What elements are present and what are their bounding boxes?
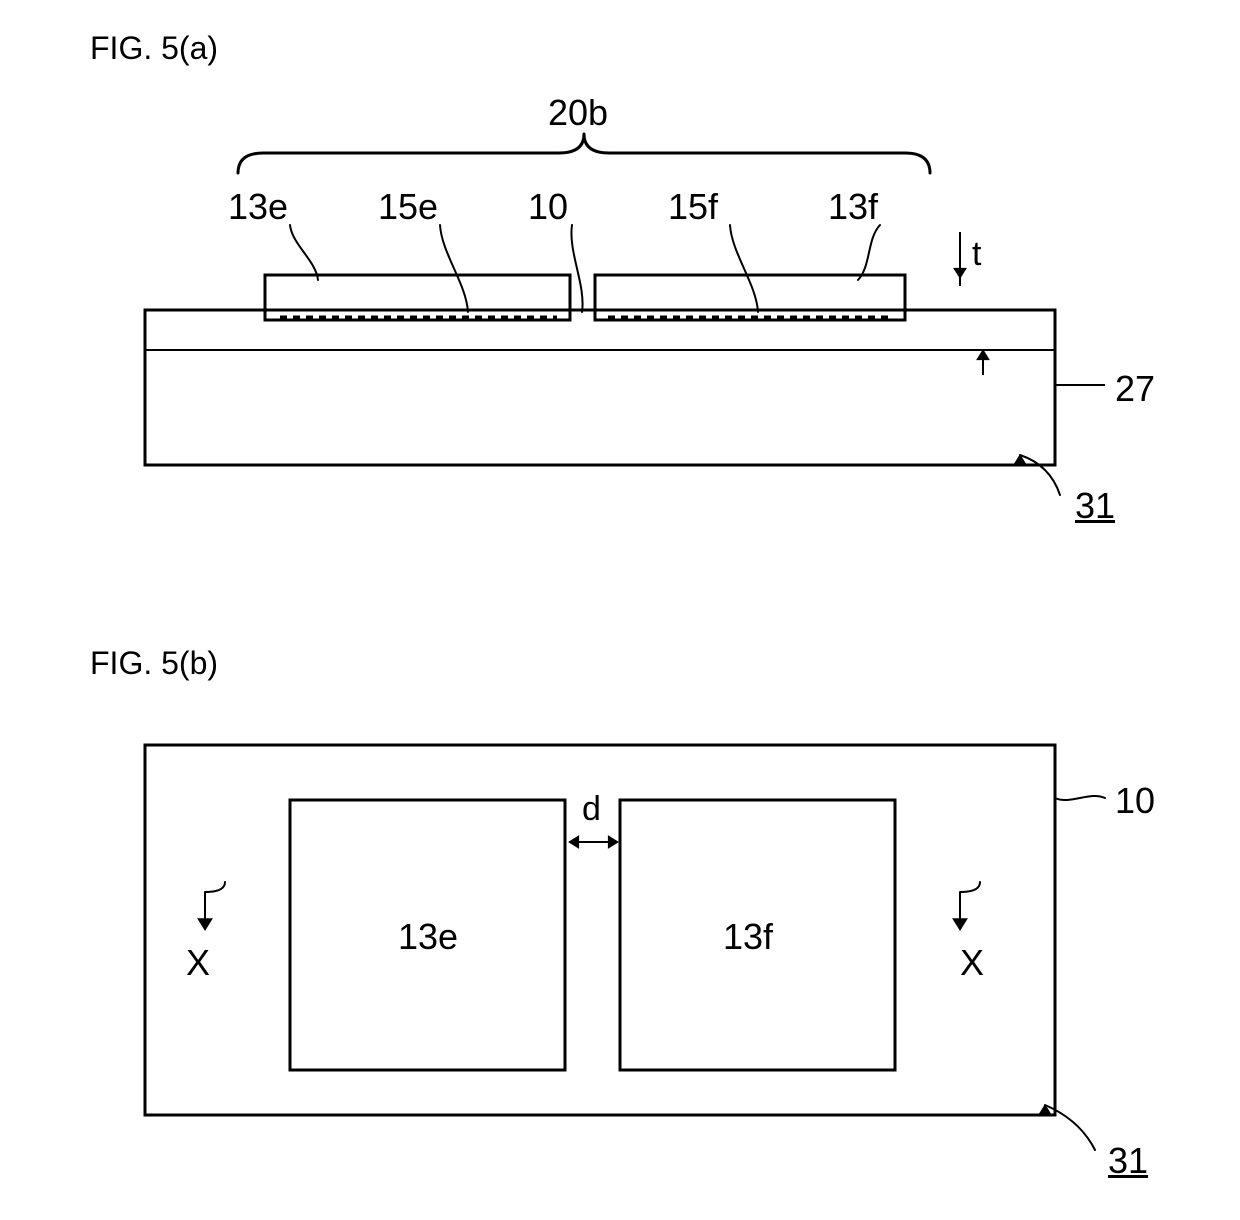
label-13f-a: 13f — [828, 186, 878, 228]
label-13e-b: 13e — [398, 916, 458, 958]
label-t: t — [972, 235, 981, 274]
label-27: 27 — [1115, 368, 1155, 410]
fig-a-title: FIG. 5(a) — [90, 30, 218, 67]
fig-b-title: FIG. 5(b) — [90, 645, 218, 682]
label-x-left: X — [186, 942, 210, 984]
label-13f-b: 13f — [723, 916, 773, 958]
label-15f: 15f — [668, 186, 718, 228]
label-15e: 15e — [378, 186, 438, 228]
label-10-a: 10 — [528, 186, 568, 228]
figure-canvas — [0, 0, 1240, 1220]
label-x-right: X — [960, 942, 984, 984]
label-10-b: 10 — [1115, 780, 1155, 822]
label-31-b: 31 — [1108, 1140, 1148, 1182]
label-13e-a: 13e — [228, 186, 288, 228]
label-31-a: 31 — [1075, 485, 1115, 527]
label-20b: 20b — [548, 92, 608, 134]
label-d: d — [582, 790, 601, 829]
